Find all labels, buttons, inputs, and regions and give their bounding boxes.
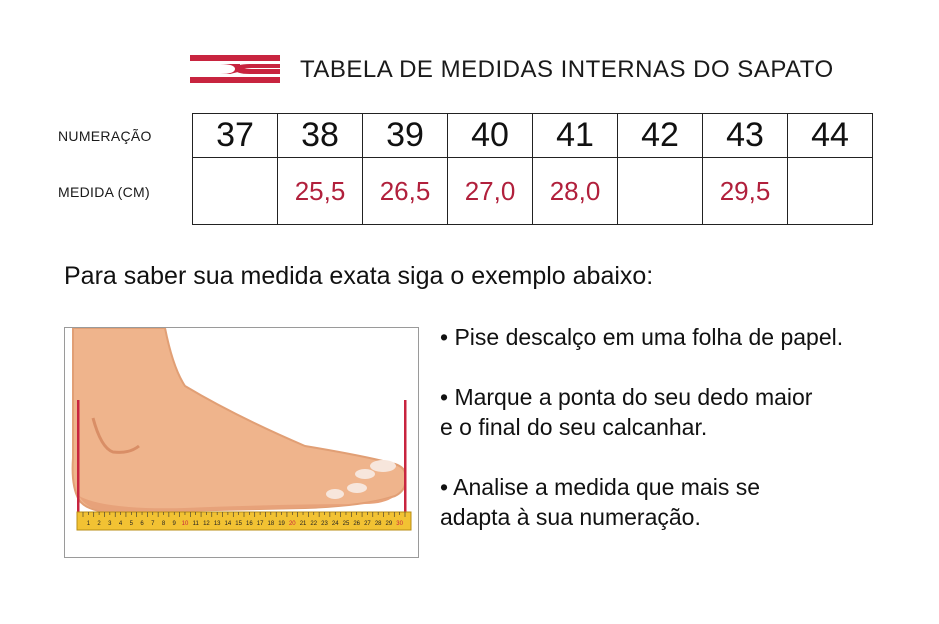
step-item: • Marque a ponta do seu dedo maior e o f… [440, 382, 910, 442]
size-cell: 41 [532, 113, 618, 158]
ruler-label: 6 [140, 521, 144, 527]
ruler-label: 10 [182, 521, 189, 527]
step-item: • Pise descalço em uma folha de papel. [440, 322, 910, 352]
ruler-label: 20 [289, 521, 296, 527]
measure-cell: 29,5 [702, 157, 788, 225]
ruler-label: 9 [173, 521, 177, 527]
instruction-steps: • Pise descalço em uma folha de papel. •… [440, 322, 910, 562]
ruler-label: 27 [364, 521, 371, 527]
foot-measurement-illustration: 1 2 3 4 5 6 7 8 9 10 11 12 13 14 15 16 17 18 19 20 21 22 23 24 2… [64, 327, 419, 558]
ruler-label: 3 [108, 521, 112, 527]
measure-cell: 26,5 [362, 157, 448, 225]
step-line: • Marque a ponta do seu dedo maior [440, 384, 813, 410]
ruler-label: 12 [203, 521, 210, 527]
foot-icon: 1 2 3 4 5 6 7 8 9 10 11 12 13 14 15 16 17 18 19 20 21 22 23 24 2… [71, 328, 412, 531]
step-line: • Pise descalço em uma folha de papel. [440, 324, 844, 350]
measure-row: 25,5 26,5 27,0 28,0 29,5 [192, 157, 873, 225]
ruler-label: 5 [130, 521, 134, 527]
size-cell: 38 [277, 113, 363, 158]
ruler-label: 4 [119, 521, 123, 527]
ruler-label: 11 [193, 521, 200, 527]
size-table: 37 38 39 40 41 42 43 44 25,5 26,5 27,0 2… [192, 113, 873, 225]
instructions-heading: Para saber sua medida exata siga o exemp… [64, 262, 654, 290]
size-cell: 40 [447, 113, 533, 158]
ruler-label: 8 [162, 521, 166, 527]
size-cell: 44 [787, 113, 873, 158]
stripes-logo-icon [190, 55, 280, 83]
size-cell: 43 [702, 113, 788, 158]
step-line: adapta à sua numeração. [440, 504, 701, 530]
medida-label: MEDIDA (CM) [58, 184, 150, 200]
ruler-label: 17 [257, 521, 264, 527]
size-row: 37 38 39 40 41 42 43 44 [192, 113, 873, 158]
measure-cell [192, 157, 278, 225]
measure-cell: 25,5 [277, 157, 363, 225]
ruler-label: 25 [343, 521, 350, 527]
ruler-label: 7 [151, 521, 155, 527]
page-title: TABELA DE MEDIDAS INTERNAS DO SAPATO [300, 56, 834, 83]
ruler-label: 13 [214, 521, 221, 527]
step-line: • Analise a medida que mais se [440, 474, 761, 500]
numeracao-label: NUMERAÇÃO [58, 128, 152, 144]
ruler-label: 19 [278, 521, 285, 527]
measure-cell: 28,0 [532, 157, 618, 225]
ruler-label: 23 [321, 521, 328, 527]
ruler-label: 15 [235, 521, 242, 527]
measure-cell [617, 157, 703, 225]
ruler-label: 18 [267, 521, 274, 527]
ruler-label: 2 [97, 521, 101, 527]
ruler-label: 14 [225, 521, 232, 527]
ruler-label: 24 [332, 521, 339, 527]
ruler-label: 1 [87, 521, 91, 527]
size-cell: 42 [617, 113, 703, 158]
step-item: • Analise a medida que mais se adapta à … [440, 472, 910, 532]
size-cell: 39 [362, 113, 448, 158]
size-cell: 37 [192, 113, 278, 158]
step-line: e o final do seu calcanhar. [440, 414, 708, 440]
ruler-label: 16 [246, 521, 253, 527]
ruler-label: 21 [300, 521, 307, 527]
ruler-label: 28 [375, 521, 382, 527]
ruler-label: 26 [353, 521, 360, 527]
ruler-label: 22 [310, 521, 317, 527]
ruler-label: 30 [396, 521, 403, 527]
measure-cell [787, 157, 873, 225]
measure-cell: 27,0 [447, 157, 533, 225]
ruler-label: 29 [386, 521, 393, 527]
